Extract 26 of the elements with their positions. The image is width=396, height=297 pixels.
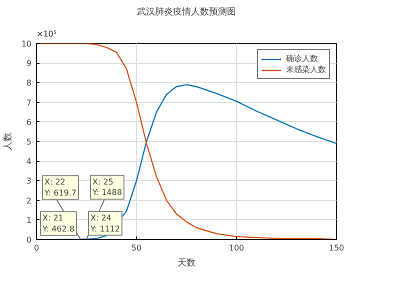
x-tick-label: 50	[131, 244, 142, 252]
y-tick-label: 4	[26, 157, 32, 166]
x-axis-title: 天数	[178, 258, 196, 268]
legend-label: 未感染人数	[286, 64, 326, 75]
annotation: X: 22 Y: 619.7	[44, 178, 76, 198]
y-tick-label: 7	[26, 98, 32, 108]
y-tick-label: 9	[26, 59, 32, 68]
y-tick-label: 6	[26, 118, 32, 127]
annotation: X: 24 Y: 1112	[90, 213, 120, 234]
line-series	[36, 44, 336, 240]
y-tick-label: 3	[26, 176, 32, 186]
y-axis-title: 人数	[2, 132, 14, 150]
chart-title: 武汉肺炎疫情人数预测图	[137, 6, 236, 18]
y-tick-label: 0	[26, 236, 32, 244]
annotation: X: 25 Y: 1488	[92, 177, 122, 198]
annotation: X: 21 Y: 462.8	[42, 214, 74, 234]
y-tick-label: 2	[26, 196, 32, 206]
y-tick-label: 5	[26, 138, 32, 146]
text: ×10⁵	[36, 30, 57, 38]
x-tick-label: 100	[228, 244, 244, 252]
x-tick-label: 150	[328, 244, 344, 252]
x-tick-label: 0	[34, 244, 40, 252]
y-tick-label: 10	[21, 40, 32, 48]
y-tick-label: 8	[26, 78, 32, 88]
y-tick-label: 1	[26, 216, 32, 225]
legend-label: 确诊人数	[286, 53, 318, 64]
